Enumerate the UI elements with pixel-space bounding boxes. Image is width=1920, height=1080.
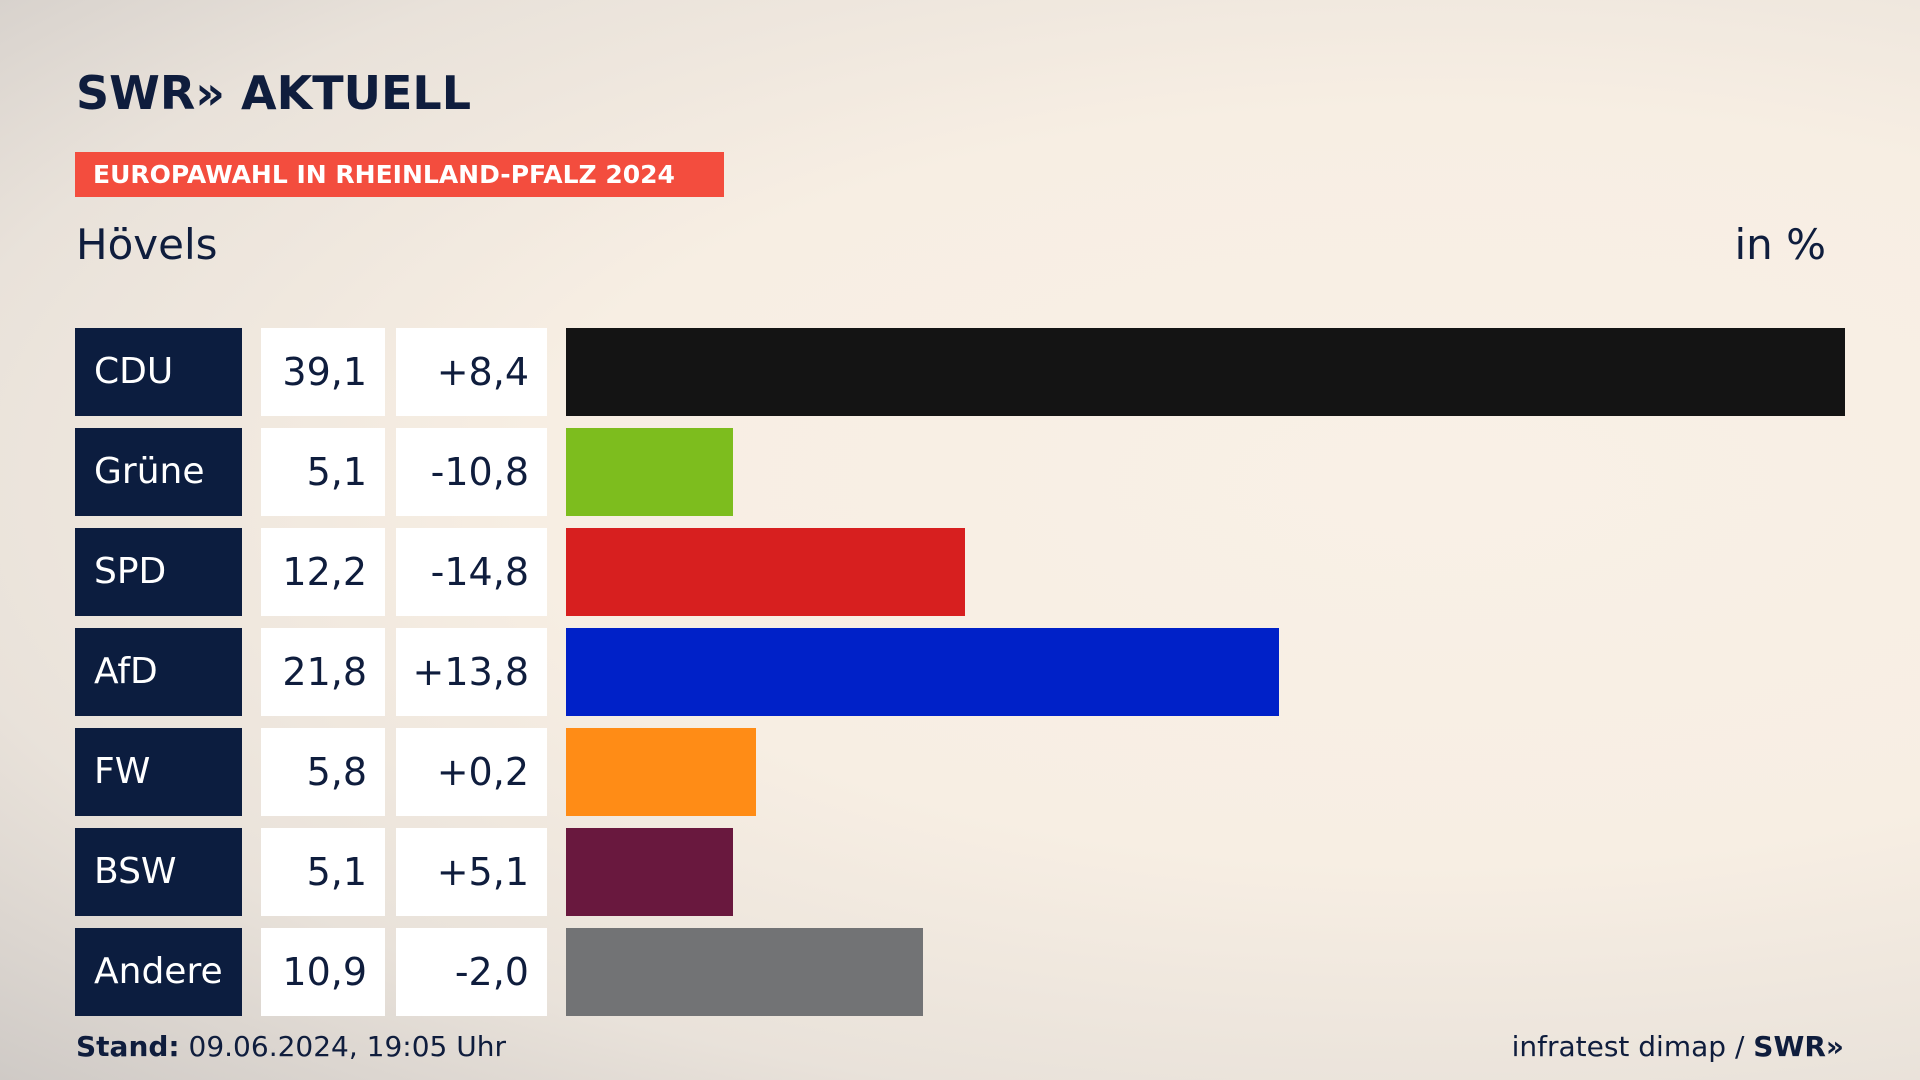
vote-share-label: 5,1: [261, 428, 385, 516]
result-bar: [566, 528, 965, 616]
source-credit: infratest dimap / SWR»: [1512, 1030, 1844, 1063]
unit-label: in %: [1734, 220, 1826, 269]
election-banner: EUROPAWAHL IN RHEINLAND-PFALZ 2024: [75, 152, 724, 197]
vote-share-label: 12,2: [261, 528, 385, 616]
vote-share-label: 21,8: [261, 628, 385, 716]
change-label: -14,8: [396, 528, 547, 616]
swr-logo: SWR»: [1753, 1030, 1844, 1063]
party-label: SPD: [75, 528, 242, 616]
party-label: Andere: [75, 928, 242, 1016]
result-bar: [566, 328, 1845, 416]
result-row: Grüne 5,1 -10,8: [0, 428, 1920, 516]
party-label: CDU: [75, 328, 242, 416]
party-label: BSW: [75, 828, 242, 916]
result-row: FW 5,8 +0,2: [0, 728, 1920, 816]
result-row: AfD 21,8 +13,8: [0, 628, 1920, 716]
result-bar: [566, 928, 923, 1016]
place-title: Hövels: [76, 220, 218, 269]
party-label: FW: [75, 728, 242, 816]
result-row: CDU 39,1 +8,4: [0, 328, 1920, 416]
stand-value: 09.06.2024, 19:05 Uhr: [188, 1030, 506, 1063]
vote-share-label: 5,8: [261, 728, 385, 816]
result-row: Andere 10,9 -2,0: [0, 928, 1920, 1016]
change-label: +13,8: [396, 628, 547, 716]
vote-share-label: 10,9: [261, 928, 385, 1016]
result-bar: [566, 828, 733, 916]
change-label: +0,2: [396, 728, 547, 816]
stand-label: Stand:: [76, 1030, 180, 1063]
timestamp: Stand: 09.06.2024, 19:05 Uhr: [76, 1030, 506, 1063]
change-label: -10,8: [396, 428, 547, 516]
vote-share-label: 5,1: [261, 828, 385, 916]
result-row: SPD 12,2 -14,8: [0, 528, 1920, 616]
source-text: infratest dimap /: [1511, 1030, 1745, 1063]
result-bar: [566, 728, 756, 816]
party-label: Grüne: [75, 428, 242, 516]
result-bar: [566, 628, 1279, 716]
swr-aktuell-logo: SWR» AKTUELL: [76, 66, 472, 120]
party-label: AfD: [75, 628, 242, 716]
vote-share-label: 39,1: [261, 328, 385, 416]
change-label: +5,1: [396, 828, 547, 916]
result-bar: [566, 428, 733, 516]
change-label: -2,0: [396, 928, 547, 1016]
result-row: BSW 5,1 +5,1: [0, 828, 1920, 916]
change-label: +8,4: [396, 328, 547, 416]
